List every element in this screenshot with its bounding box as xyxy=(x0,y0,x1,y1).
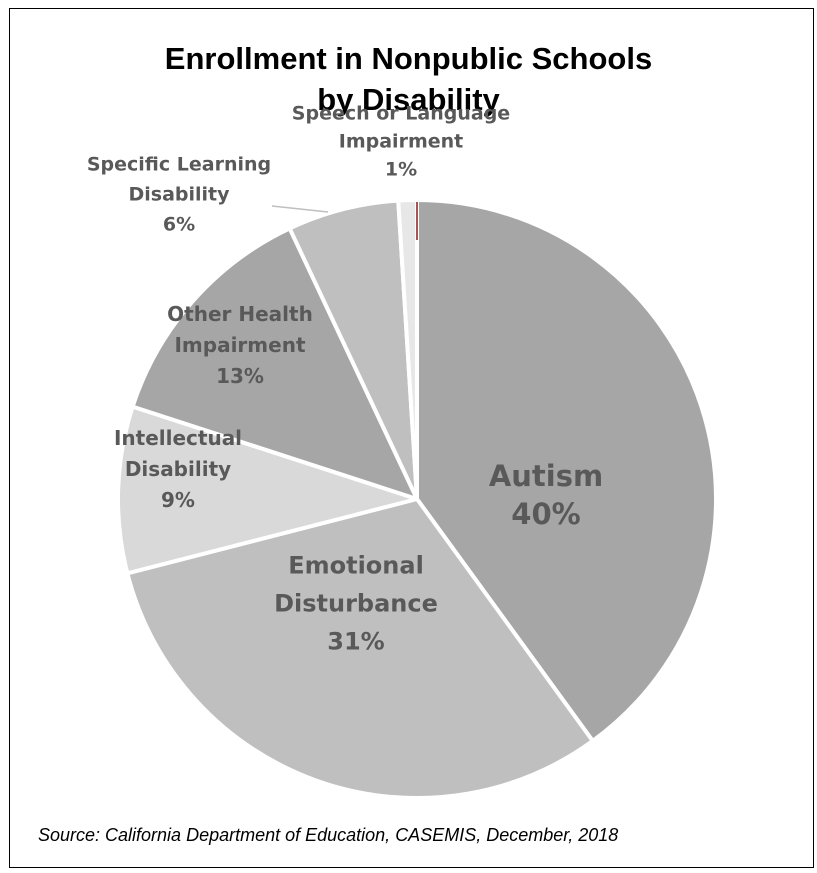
slice-label-line: Other Health xyxy=(167,302,313,326)
slice-label-line: Speech or Language xyxy=(292,103,510,125)
pie-slices xyxy=(116,198,719,800)
slice-label-emotional-disturbance: Emotional Disturbance 31% xyxy=(274,551,438,655)
pie-slice-intellectual-disability xyxy=(116,404,419,576)
slice-label-autism: Autism 40% xyxy=(489,459,603,531)
slice-label-line: Impairment xyxy=(174,333,305,357)
slice-label-line: Specific Learning xyxy=(87,154,271,176)
slice-label-line: 13% xyxy=(216,364,264,388)
chart-title-line-1: Enrollment in Nonpublic Schools xyxy=(164,41,653,76)
slice-label-other-health-impairment: Other Health Impairment 13% xyxy=(167,302,313,388)
slice-label-line: Autism xyxy=(489,459,603,493)
leader-line-specific-learning-disability xyxy=(271,205,329,213)
slice-label-line: Disturbance xyxy=(274,589,438,617)
slice-label-line: Disability xyxy=(128,184,230,206)
slice-label-specific-learning-disability: Specific Learning Disability 6% xyxy=(87,154,271,236)
leader-lines xyxy=(271,202,418,240)
slice-labels: Autism 40% Emotional Disturbance 31% Intellec… xyxy=(87,103,603,656)
chart-title-line-2: by Disability xyxy=(317,82,500,117)
pie-slice-autism xyxy=(415,198,719,743)
pie-slice-emotional-disturbance xyxy=(125,497,595,800)
slice-label-line: Disability xyxy=(125,457,231,481)
chart-title: Enrollment in Nonpublic Schools by Disab… xyxy=(0,38,817,120)
pie-slice-speech-or-language-impairment xyxy=(396,198,419,501)
slice-label-line: 1% xyxy=(385,159,417,181)
slice-label-line: 6% xyxy=(163,214,195,236)
slice-label-line: Impairment xyxy=(339,131,463,153)
slice-label-line: Intellectual xyxy=(114,426,242,450)
slice-label-line: 40% xyxy=(511,497,580,531)
slice-label-intellectual-disability: Intellectual Disability 9% xyxy=(114,426,242,512)
slice-label-line: 31% xyxy=(327,627,384,655)
slice-label-line: Emotional xyxy=(288,551,424,579)
slice-label-speech-or-language-impairment: Speech or Language Impairment 1% xyxy=(292,103,510,181)
source-note: Source: California Department of Educati… xyxy=(38,825,619,845)
slice-label-line: 9% xyxy=(161,488,195,512)
pie-slice-other-health-impairment xyxy=(130,226,419,501)
